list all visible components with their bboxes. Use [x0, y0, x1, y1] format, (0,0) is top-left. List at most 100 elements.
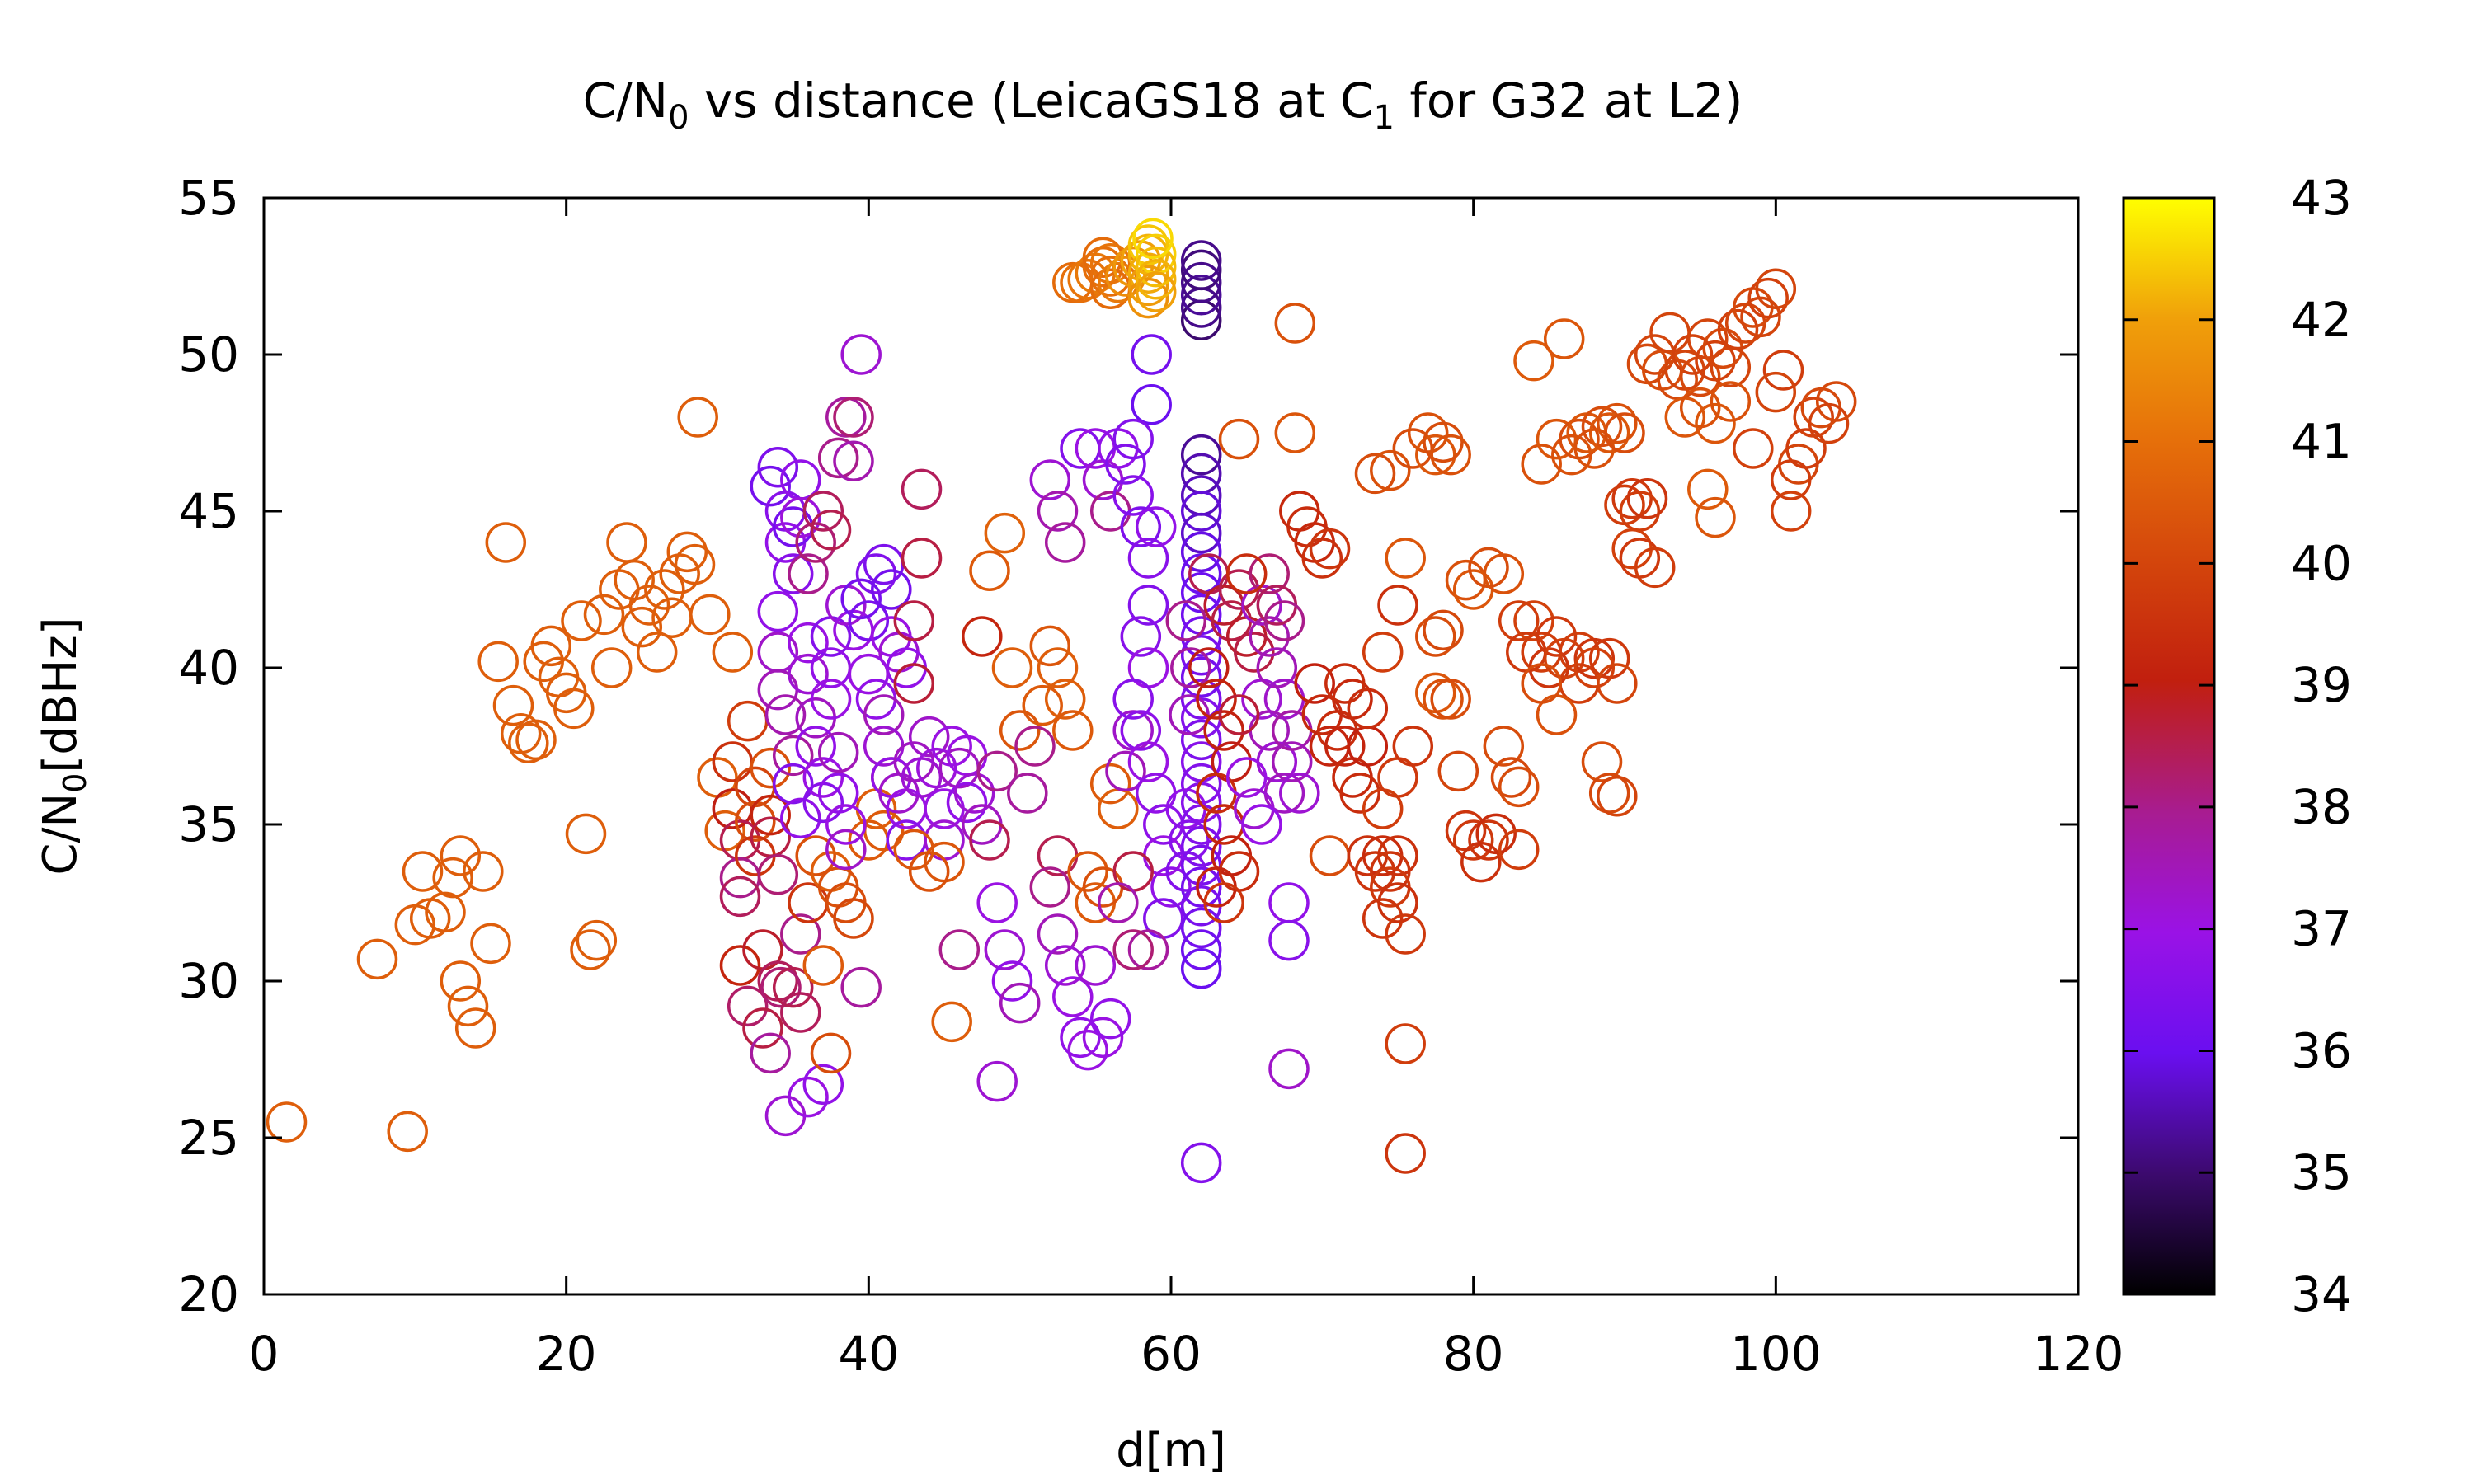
- data-point: [1249, 616, 1290, 657]
- data-point: [515, 719, 557, 761]
- data-point: [810, 679, 852, 720]
- data-point: [863, 694, 905, 735]
- data-point: [1770, 491, 1812, 532]
- data-point: [1268, 919, 1310, 961]
- data-point: [1120, 710, 1162, 751]
- data-point: [1263, 600, 1305, 641]
- data-point: [825, 804, 867, 845]
- data-point: [1127, 224, 1169, 265]
- data-point: [1370, 449, 1411, 491]
- title-suffix: for G32 at L2): [1395, 73, 1743, 129]
- data-point: [1022, 684, 1063, 726]
- data-point: [1452, 569, 1494, 610]
- colorbar-tick-label: 39: [2291, 657, 2352, 713]
- data-point: [636, 632, 678, 673]
- data-point: [1089, 763, 1131, 805]
- data-point: [1626, 478, 1668, 519]
- data-point: [1256, 647, 1298, 688]
- x-tick-label: 60: [1141, 1326, 1202, 1382]
- data-point: [1127, 741, 1169, 782]
- data-point: [1430, 679, 1471, 720]
- title-sub2: 1: [1374, 99, 1395, 137]
- data-point: [1225, 553, 1268, 594]
- data-point: [1098, 882, 1139, 923]
- data-point: [1437, 750, 1479, 792]
- data-point: [1423, 609, 1464, 651]
- data-point: [1268, 1048, 1310, 1090]
- colorbar-tick-label: 36: [2291, 1022, 2352, 1078]
- data-point: [1778, 444, 1819, 485]
- data-point: [848, 600, 890, 641]
- data-point: [1573, 647, 1616, 688]
- data-point: [772, 735, 814, 777]
- data-point: [1468, 819, 1509, 861]
- colorbar: [2122, 196, 2216, 1296]
- data-point: [750, 794, 791, 836]
- data-point: [425, 891, 466, 933]
- x-tick-label: 0: [249, 1326, 280, 1382]
- data-point: [1067, 851, 1108, 892]
- data-point: [1044, 945, 1086, 986]
- y-label-sub: 0: [57, 773, 93, 793]
- data-point: [1543, 318, 1585, 359]
- data-point: [1196, 679, 1237, 720]
- data-point: [1052, 976, 1094, 1017]
- data-point: [1581, 406, 1623, 448]
- data-point: [1127, 265, 1169, 307]
- data-point: [780, 913, 821, 955]
- data-point: [1597, 776, 1638, 817]
- data-point: [1294, 663, 1335, 704]
- data-point: [1268, 882, 1310, 923]
- data-point: [719, 876, 761, 918]
- data-point: [969, 550, 1010, 591]
- data-point: [1120, 506, 1162, 547]
- data-point: [788, 622, 829, 664]
- data-point: [1170, 647, 1211, 688]
- data-point: [1588, 412, 1630, 453]
- data-point: [1120, 616, 1162, 657]
- data-point: [614, 559, 655, 601]
- data-point: [893, 663, 935, 704]
- data-point: [1460, 841, 1502, 883]
- data-point: [871, 569, 912, 610]
- data-point: [938, 929, 981, 970]
- data-point: [1513, 600, 1554, 641]
- data-point: [1634, 334, 1676, 375]
- data-point: [565, 813, 607, 855]
- data-point: [1475, 813, 1517, 855]
- data-point: [1180, 475, 1222, 516]
- data-point: [1180, 261, 1222, 303]
- data-point: [1180, 635, 1222, 676]
- data-point: [1588, 773, 1630, 814]
- colorbar-tick-label: 41: [2291, 414, 2352, 470]
- data-point: [1279, 773, 1320, 814]
- data-point: [1611, 478, 1653, 519]
- data-point: [1105, 750, 1146, 792]
- data-point: [908, 851, 950, 892]
- data-point: [999, 710, 1041, 751]
- data-point: [984, 512, 1026, 554]
- title-middle: vs distance (LeicaGS18 at C: [689, 73, 1374, 129]
- data-point: [976, 882, 1018, 923]
- y-tick-label: 55: [178, 170, 239, 226]
- data-point: [810, 1032, 852, 1074]
- data-point: [1347, 726, 1389, 767]
- title-prefix: C/N: [583, 73, 668, 129]
- data-point: [1695, 402, 1736, 444]
- colorbar-tick-label: 35: [2291, 1144, 2352, 1200]
- data-point: [1385, 1133, 1426, 1174]
- data-point: [1710, 381, 1752, 422]
- data-point: [1347, 688, 1389, 730]
- data-point: [825, 829, 867, 871]
- data-point: [1271, 741, 1313, 782]
- data-points: [266, 218, 1857, 1184]
- data-point: [1135, 246, 1177, 288]
- data-point: [1029, 866, 1071, 908]
- data-point: [1490, 757, 1532, 798]
- data-point: [1385, 913, 1426, 955]
- data-point: [1180, 1142, 1222, 1184]
- data-point: [780, 797, 821, 839]
- data-point: [772, 553, 814, 594]
- data-point: [810, 510, 852, 551]
- data-point: [848, 653, 890, 695]
